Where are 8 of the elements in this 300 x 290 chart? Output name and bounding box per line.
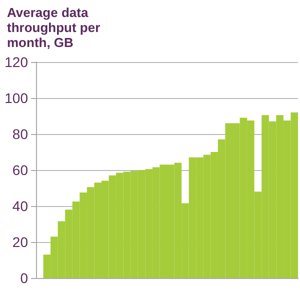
y-tick-label: 100 [4,90,28,106]
y-tick-label: 120 [4,54,28,70]
y-tick-label: 0 [20,270,28,286]
y-tick-label: 60 [12,162,28,178]
y-tick-label: 80 [12,126,28,142]
y-tick-label: 20 [12,234,28,250]
chart-title: Average data throughput per month, GB [7,5,100,50]
y-tick-label: 40 [12,198,28,214]
